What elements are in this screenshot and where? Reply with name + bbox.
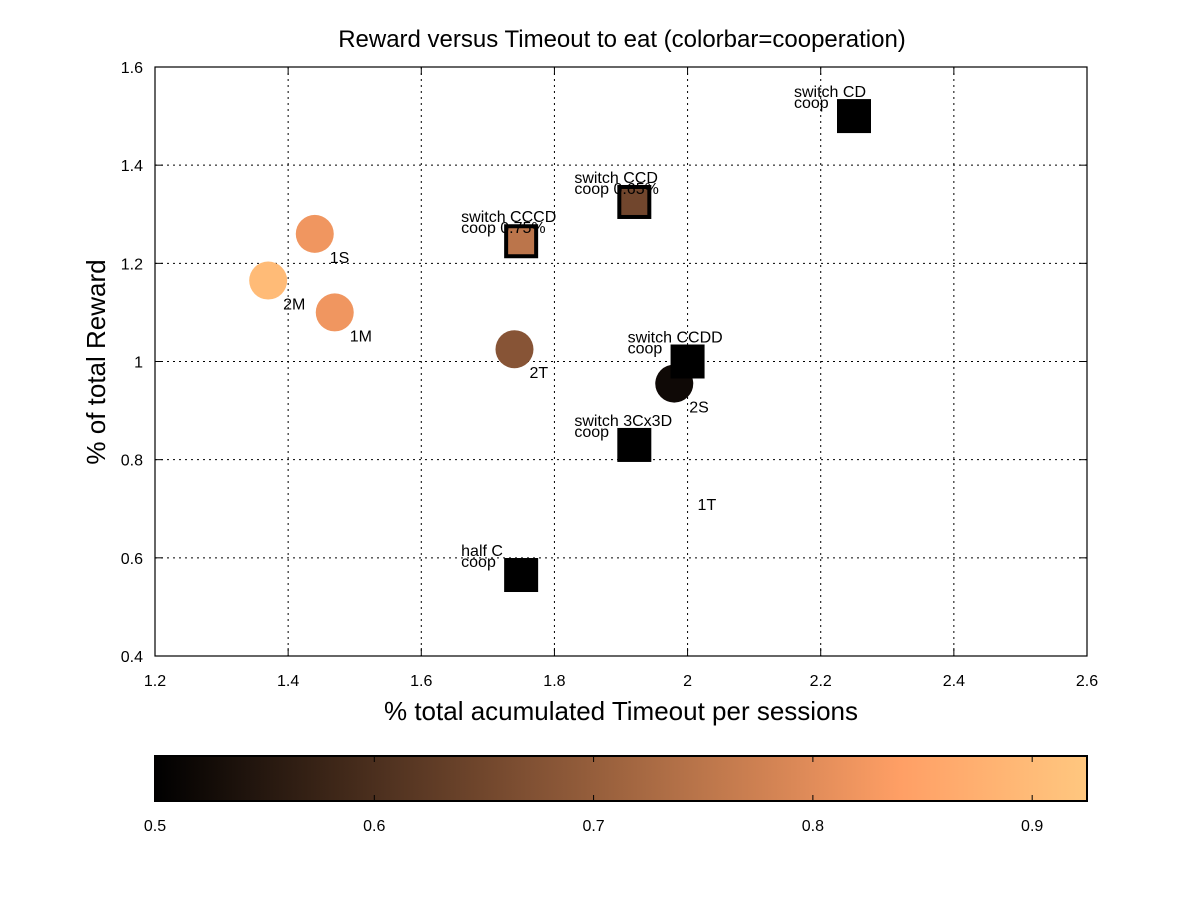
colorbar-tick-label: 0.8 [802, 818, 824, 835]
y-tick-label: 1.6 [121, 60, 143, 77]
colorbar-tick-label: 0.6 [363, 818, 385, 835]
point-label: switch CCCD [461, 209, 556, 226]
scatter-point-circle [249, 261, 288, 300]
x-tick-label: 1.6 [410, 673, 432, 690]
point-label: switch CD [794, 84, 866, 101]
scatter-point-circle [315, 293, 354, 332]
x-tick-label: 2.6 [1076, 673, 1098, 690]
y-tick-label: 1.2 [121, 256, 143, 273]
point-sublabel: coop [574, 424, 609, 441]
point-label: 2M [283, 297, 305, 314]
x-tick-label: 2 [683, 673, 692, 690]
data-points [249, 99, 871, 593]
y-tick-label: 1 [134, 355, 143, 372]
point-label: switch CCDD [628, 330, 723, 347]
point-label: switch CCD [574, 170, 658, 187]
colorbar-tick-label: 0.7 [582, 818, 604, 835]
grid-lines [155, 67, 1087, 656]
point-label: 2T [529, 365, 548, 382]
point-sublabel: coop 0.65% [574, 181, 659, 198]
y-tick-label: 0.8 [121, 453, 143, 470]
y-tick-label: 0.4 [121, 649, 143, 666]
x-tick-label: 2.2 [810, 673, 832, 690]
colorbar [154, 755, 1088, 802]
y-tick-label: 0.6 [121, 551, 143, 568]
x-tick-label: 2.4 [943, 673, 965, 690]
scatter-point-square [504, 558, 539, 593]
annotation-label: 1T [698, 497, 717, 514]
point-label: 1S [330, 250, 350, 267]
x-tick-label: 1.4 [277, 673, 299, 690]
colorbar-ticks: 0.5 0.6 0.7 0.8 0.9 [144, 756, 1043, 835]
scatter-point-square [617, 427, 652, 462]
point-label: 1M [350, 328, 372, 345]
point-sublabel: coop [628, 341, 663, 358]
point-sublabel: coop [794, 95, 829, 112]
x-axis-label: % total acumulated Timeout per sessions [384, 696, 858, 726]
point-label: 2S [689, 400, 709, 417]
chart-title: Reward versus Timeout to eat (colorbar=c… [338, 26, 906, 53]
x-tick-label: 1.2 [144, 673, 166, 690]
scatter-point-circle [295, 214, 334, 253]
point-sublabel: coop 0.75% [461, 220, 546, 237]
colorbar-tick-label: 0.5 [144, 818, 166, 835]
y-axis-label: % of total Reward [81, 259, 111, 464]
scatter-point-circle [495, 330, 534, 369]
y-tick-label: 1.4 [121, 158, 143, 175]
axis-ticks: 1.2 1.4 1.6 1.8 2 2.2 2.4 2.6 0.4 0.6 0.8 1 1.2 1.4 1.… [121, 60, 1098, 690]
point-label: switch 3Cx3D [574, 413, 672, 430]
scatter-point-square [617, 184, 652, 219]
scatter-point-square [837, 99, 871, 134]
point-sublabel: coop [461, 554, 496, 571]
point-label: half C [461, 543, 503, 560]
x-tick-label: 1.8 [543, 673, 565, 690]
colorbar-tick-label: 0.9 [1021, 818, 1043, 835]
scatter-point-square [670, 344, 705, 379]
scatter-point-square [504, 224, 539, 259]
